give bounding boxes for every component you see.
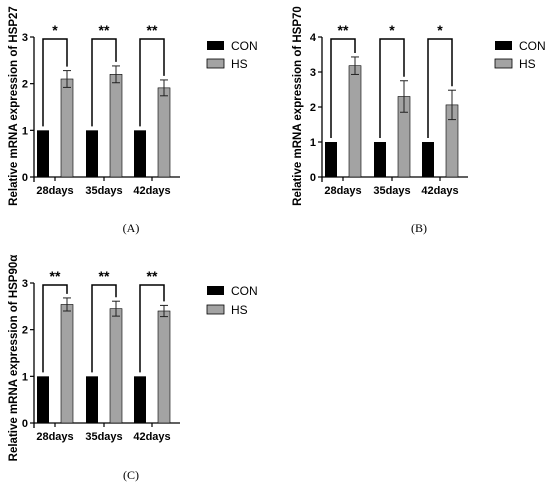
significance-bracket — [91, 38, 117, 127]
bar-hs — [157, 310, 171, 424]
significance-bracket — [139, 284, 165, 373]
bar-con — [86, 130, 98, 177]
significance-bracket — [330, 38, 356, 138]
bar-hs — [109, 74, 123, 178]
bar-con — [422, 142, 434, 177]
x-tick-label: 42days — [133, 185, 170, 197]
legend-hs-swatch — [206, 304, 225, 315]
bar-con — [374, 142, 386, 177]
y-tick-label: 2 — [22, 325, 28, 337]
bar-con — [134, 376, 146, 423]
panel-c-plot: 0 1 2 3 28days ** 35days ** 42days ** — [22, 268, 180, 443]
x-tick-label: 28days — [36, 431, 73, 443]
panel-a-legend: CON HS — [206, 39, 258, 71]
significance-marker: * — [437, 22, 443, 38]
y-tick-label: 3 — [22, 278, 28, 290]
y-tick-label: 1 — [22, 371, 28, 383]
panel-b-caption: (B) — [411, 221, 427, 235]
x-tick-label: 35days — [85, 431, 122, 443]
significance-marker: ** — [99, 22, 110, 38]
significance-bracket — [91, 284, 117, 373]
significance-marker: ** — [147, 22, 158, 38]
bar-hs — [109, 308, 123, 424]
y-tick-label: 4 — [310, 32, 317, 44]
significance-marker: * — [52, 22, 58, 38]
x-tick-label: 42days — [421, 185, 458, 197]
bar-hs — [60, 304, 74, 424]
significance-bracket — [42, 38, 68, 127]
y-tick-label: 0 — [22, 418, 28, 430]
x-tick-label: 35days — [85, 185, 122, 197]
y-tick-label: 1 — [310, 137, 316, 149]
panel-c-ylabel: Relative mRNA expression of HSP90α — [8, 255, 20, 462]
panel-a-plot: 0 1 2 3 28days * 35days ** 42days ** — [22, 22, 180, 197]
legend-hs-label: HS — [519, 57, 536, 71]
x-tick-label: 28days — [36, 185, 73, 197]
x-tick-label: 42days — [133, 431, 170, 443]
x-tick-label: 35days — [373, 185, 410, 197]
legend-hs-label: HS — [231, 57, 248, 71]
y-tick-label: 3 — [22, 32, 28, 44]
panel-b-plot: 0 1 2 3 4 28days ** 35days * 42days * — [310, 22, 468, 197]
legend-con-swatch — [495, 41, 512, 50]
legend-hs-swatch — [206, 58, 225, 69]
legend-con-swatch — [207, 286, 224, 295]
y-tick-label: 1 — [22, 125, 28, 137]
panel-c-caption: (C) — [123, 468, 139, 482]
significance-bracket — [139, 38, 165, 127]
bar-con — [86, 376, 98, 423]
y-tick-label: 0 — [22, 172, 28, 184]
bar-hs — [157, 87, 171, 178]
panel-a-ylabel: Relative mRNA expression of HSP27 — [8, 6, 20, 206]
panel-b: Relative mRNA expression of HSP70 012342… — [292, 6, 546, 235]
significance-bracket — [379, 38, 405, 138]
y-tick-label: 3 — [310, 67, 316, 79]
panel-c-legend: CON HS — [206, 284, 258, 317]
bar-con — [37, 376, 49, 423]
bar-con — [37, 130, 49, 177]
significance-marker: * — [389, 22, 395, 38]
bar-con — [134, 130, 146, 177]
bar-hs — [348, 65, 362, 178]
y-tick-label: 2 — [22, 79, 28, 91]
x-tick-label: 28days — [324, 185, 361, 197]
significance-bracket — [42, 284, 68, 373]
panel-b-legend: CON HS — [494, 39, 546, 71]
legend-hs-swatch — [494, 58, 513, 69]
significance-marker: ** — [50, 268, 61, 284]
legend-hs-label: HS — [231, 303, 248, 317]
panel-c: Relative mRNA expression of HSP90α 0 1 2 3 2… — [8, 255, 258, 482]
legend-con-swatch — [207, 41, 224, 50]
bar-hs — [60, 78, 74, 178]
significance-marker: ** — [147, 268, 158, 284]
panel-b-ylabel: Relative mRNA expression of HSP70 — [292, 6, 304, 206]
significance-marker: ** — [338, 22, 349, 38]
y-tick-label: 0 — [310, 172, 316, 184]
y-tick-label: 2 — [310, 102, 316, 114]
legend-con-label: CON — [231, 284, 258, 298]
panel-a-caption: (A) — [123, 221, 140, 235]
legend-con-label: CON — [231, 39, 258, 53]
panel-a: Relative mRNA expression of HSP27 0 1 2 3 28… — [8, 6, 258, 235]
significance-marker: ** — [99, 268, 110, 284]
significance-bracket — [427, 38, 453, 138]
legend-con-label: CON — [519, 39, 546, 53]
bar-con — [325, 142, 337, 177]
